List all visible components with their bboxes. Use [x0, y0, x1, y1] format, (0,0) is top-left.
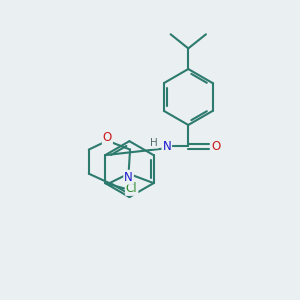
Text: O: O	[211, 140, 220, 153]
Text: N: N	[124, 171, 133, 184]
Text: H: H	[150, 138, 158, 148]
Text: O: O	[103, 131, 112, 144]
Text: Cl: Cl	[126, 182, 137, 195]
Text: N: N	[162, 140, 171, 153]
